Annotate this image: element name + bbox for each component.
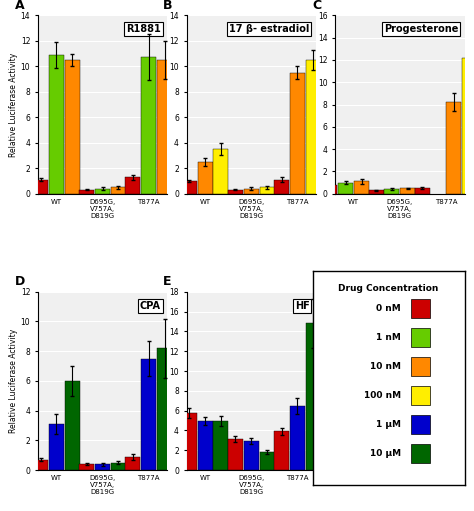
Text: 10 μM: 10 μM bbox=[370, 449, 401, 458]
Text: 1 μM: 1 μM bbox=[376, 420, 401, 429]
Bar bbox=[354, 181, 369, 194]
Bar bbox=[111, 462, 126, 470]
Text: 0 nM: 0 nM bbox=[376, 304, 401, 313]
Bar bbox=[95, 189, 110, 194]
Bar bbox=[260, 188, 274, 194]
Bar bbox=[447, 102, 462, 194]
Bar bbox=[290, 73, 305, 194]
Bar bbox=[274, 431, 289, 470]
FancyBboxPatch shape bbox=[411, 414, 429, 434]
Text: 1 nM: 1 nM bbox=[376, 333, 401, 342]
Bar bbox=[95, 464, 110, 470]
Bar bbox=[228, 439, 243, 470]
Bar bbox=[213, 421, 228, 470]
Bar bbox=[462, 58, 474, 194]
Bar bbox=[369, 190, 383, 194]
Bar bbox=[33, 460, 48, 470]
FancyBboxPatch shape bbox=[411, 299, 429, 318]
Bar bbox=[260, 452, 274, 470]
Bar bbox=[290, 406, 305, 470]
Text: 100 nM: 100 nM bbox=[364, 391, 401, 400]
Bar bbox=[141, 57, 156, 194]
Bar bbox=[157, 60, 172, 194]
Bar bbox=[244, 189, 259, 194]
Bar bbox=[79, 464, 94, 470]
Text: D: D bbox=[15, 275, 25, 288]
Text: C: C bbox=[312, 0, 321, 12]
Bar bbox=[274, 180, 289, 194]
Text: HF: HF bbox=[295, 300, 310, 311]
FancyBboxPatch shape bbox=[411, 444, 429, 463]
Text: E: E bbox=[164, 275, 172, 288]
Bar bbox=[306, 323, 321, 470]
Text: 17 β- estradiol: 17 β- estradiol bbox=[229, 24, 310, 34]
Bar bbox=[306, 60, 321, 194]
Text: R1881: R1881 bbox=[126, 24, 161, 34]
Text: CPA: CPA bbox=[140, 300, 161, 311]
Bar bbox=[49, 55, 64, 194]
Bar bbox=[111, 188, 126, 194]
Bar bbox=[384, 189, 400, 194]
Bar bbox=[141, 359, 156, 470]
Bar bbox=[79, 190, 94, 194]
Bar bbox=[322, 185, 337, 194]
Text: A: A bbox=[15, 0, 24, 12]
Y-axis label: Relative Luciferase Activity: Relative Luciferase Activity bbox=[9, 329, 18, 433]
Bar bbox=[64, 381, 80, 470]
Bar bbox=[126, 177, 140, 194]
Bar bbox=[157, 349, 172, 470]
Bar bbox=[244, 442, 259, 470]
Bar bbox=[126, 457, 140, 470]
Bar bbox=[33, 180, 48, 194]
FancyBboxPatch shape bbox=[411, 328, 429, 347]
Bar bbox=[64, 60, 80, 194]
Bar bbox=[228, 190, 243, 194]
Bar bbox=[198, 162, 212, 194]
Text: Progesterone: Progesterone bbox=[383, 24, 458, 34]
Bar bbox=[182, 181, 197, 194]
Text: B: B bbox=[164, 0, 173, 12]
Bar bbox=[338, 182, 353, 194]
Text: Drug Concentration: Drug Concentration bbox=[338, 284, 439, 293]
Bar bbox=[198, 421, 212, 470]
FancyBboxPatch shape bbox=[411, 386, 429, 405]
FancyBboxPatch shape bbox=[411, 357, 429, 376]
Y-axis label: Relative Luciferase Activity: Relative Luciferase Activity bbox=[9, 53, 18, 157]
Bar bbox=[400, 188, 415, 194]
Bar bbox=[213, 149, 228, 194]
Bar bbox=[182, 413, 197, 470]
Bar bbox=[49, 424, 64, 470]
Bar bbox=[415, 188, 430, 194]
Text: 10 nM: 10 nM bbox=[370, 362, 401, 371]
